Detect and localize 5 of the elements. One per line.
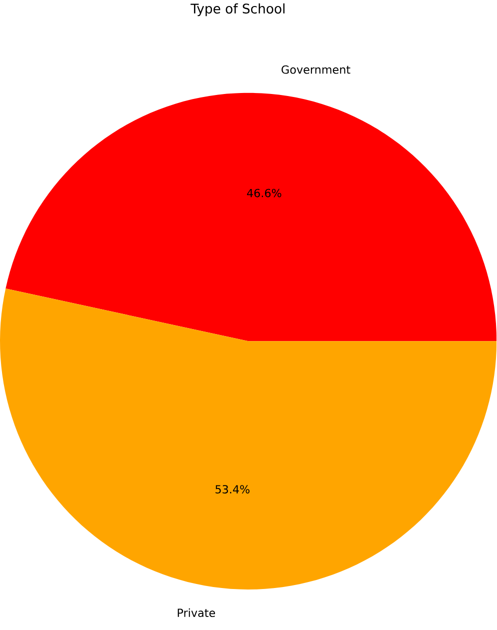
chart-title: Type of School: [190, 3, 285, 16]
slice-label: Government: [282, 65, 350, 74]
slice-label: Private: [178, 608, 216, 618]
data-label: 53.4%: [216, 485, 250, 494]
data-label: 46.6%: [247, 188, 282, 198]
